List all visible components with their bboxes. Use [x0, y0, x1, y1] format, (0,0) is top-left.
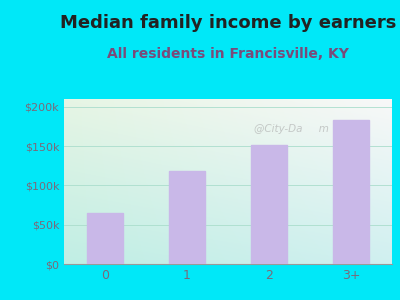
Bar — [332, 120, 370, 264]
Text: All residents in Francisville, KY: All residents in Francisville, KY — [107, 47, 349, 61]
Text: Median family income by earners: Median family income by earners — [60, 14, 396, 32]
Bar — [250, 146, 288, 264]
Bar — [168, 171, 206, 264]
Text: @City-Da     m: @City-Da m — [254, 124, 329, 134]
Bar — [86, 213, 124, 264]
